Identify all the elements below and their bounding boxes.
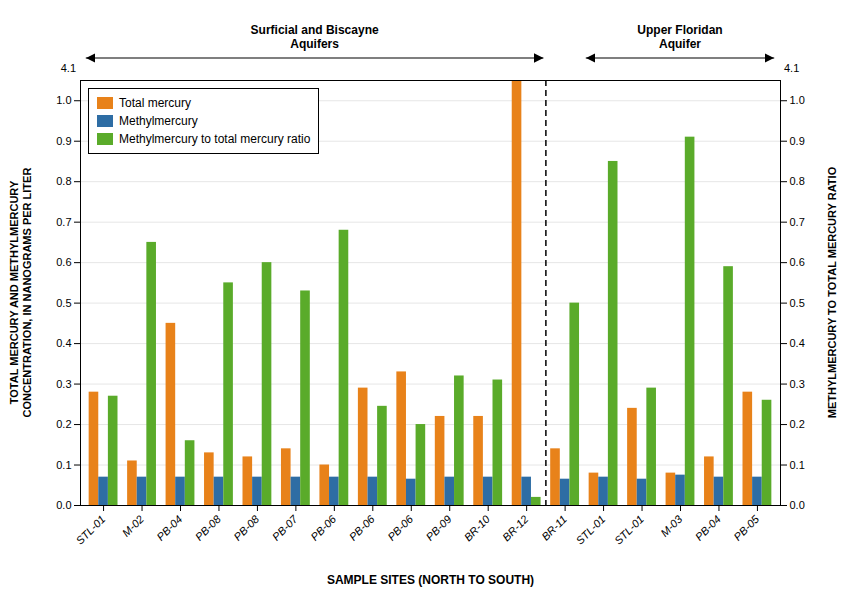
svg-text:0.2: 0.2 xyxy=(790,418,805,430)
svg-text:0.1: 0.1 xyxy=(56,459,71,471)
svg-text:0.6: 0.6 xyxy=(56,256,71,268)
svg-text:0.2: 0.2 xyxy=(56,418,71,430)
svg-text:0.3: 0.3 xyxy=(56,378,71,390)
svg-text:4.1: 4.1 xyxy=(784,62,799,74)
svg-text:M-03: M-03 xyxy=(658,512,685,539)
svg-text:BR-12: BR-12 xyxy=(500,513,531,544)
html-text:Methylmercury: Methylmercury xyxy=(119,114,198,128)
svg-text:1.0: 1.0 xyxy=(56,94,71,106)
svg-text:0.0: 0.0 xyxy=(790,499,805,511)
svg-text:TOTAL MERCURY AND METHYLMERCUR: TOTAL MERCURY AND METHYLMERCURYCONCENTRA… xyxy=(8,168,33,418)
html-text:Methylmercury to total mercury: Methylmercury to total mercury ratio xyxy=(119,132,311,146)
svg-text:0.5: 0.5 xyxy=(790,297,805,309)
svg-text:0.3: 0.3 xyxy=(790,378,805,390)
svg-text:STL-01: STL-01 xyxy=(73,513,107,547)
svg-text:PB-04: PB-04 xyxy=(154,513,184,543)
svg-text:PB-05: PB-05 xyxy=(731,512,762,543)
svg-text:Surficial and BiscayneAquifers: Surficial and BiscayneAquifers xyxy=(251,23,379,51)
svg-text:0.4: 0.4 xyxy=(790,337,805,349)
svg-text:PB-06: PB-06 xyxy=(347,512,378,543)
svg-text:0.4: 0.4 xyxy=(56,337,71,349)
svg-text:Upper FloridanAquifer: Upper FloridanAquifer xyxy=(637,23,722,51)
svg-text:0.0: 0.0 xyxy=(56,499,71,511)
svg-text:PB-04: PB-04 xyxy=(693,513,723,543)
svg-text:PB-09: PB-09 xyxy=(424,513,454,543)
svg-text:1.0: 1.0 xyxy=(790,94,805,106)
svg-text:PB-08: PB-08 xyxy=(231,512,262,543)
svg-text:0.9: 0.9 xyxy=(56,135,71,147)
svg-text:0.9: 0.9 xyxy=(790,135,805,147)
svg-text:0.1: 0.1 xyxy=(790,459,805,471)
svg-text:0.5: 0.5 xyxy=(56,297,71,309)
svg-text:STL-01: STL-01 xyxy=(573,513,607,547)
svg-text:METHYLMERCURY TO TOTAL MERCURY: METHYLMERCURY TO TOTAL MERCURY RATIO xyxy=(826,166,838,418)
svg-text:M-02: M-02 xyxy=(120,513,146,539)
svg-text:4.1: 4.1 xyxy=(61,62,76,74)
svg-text:0.6: 0.6 xyxy=(790,256,805,268)
svg-text:BR-11: BR-11 xyxy=(539,513,569,543)
svg-text:0.7: 0.7 xyxy=(790,216,805,228)
svg-text:PB-08: PB-08 xyxy=(193,512,224,543)
html-text:Total mercury: Total mercury xyxy=(119,96,191,110)
svg-text:0.8: 0.8 xyxy=(790,175,805,187)
svg-text:BR-10: BR-10 xyxy=(462,512,493,543)
svg-text:0.7: 0.7 xyxy=(56,216,71,228)
svg-text:SAMPLE SITES (NORTH TO SOUTH): SAMPLE SITES (NORTH TO SOUTH) xyxy=(327,573,534,587)
svg-text:PB-06: PB-06 xyxy=(385,512,416,543)
svg-text:PB-07: PB-07 xyxy=(270,512,301,543)
svg-text:PB-06: PB-06 xyxy=(308,512,339,543)
svg-text:0.8: 0.8 xyxy=(56,175,71,187)
svg-text:STL-01: STL-01 xyxy=(612,513,646,547)
